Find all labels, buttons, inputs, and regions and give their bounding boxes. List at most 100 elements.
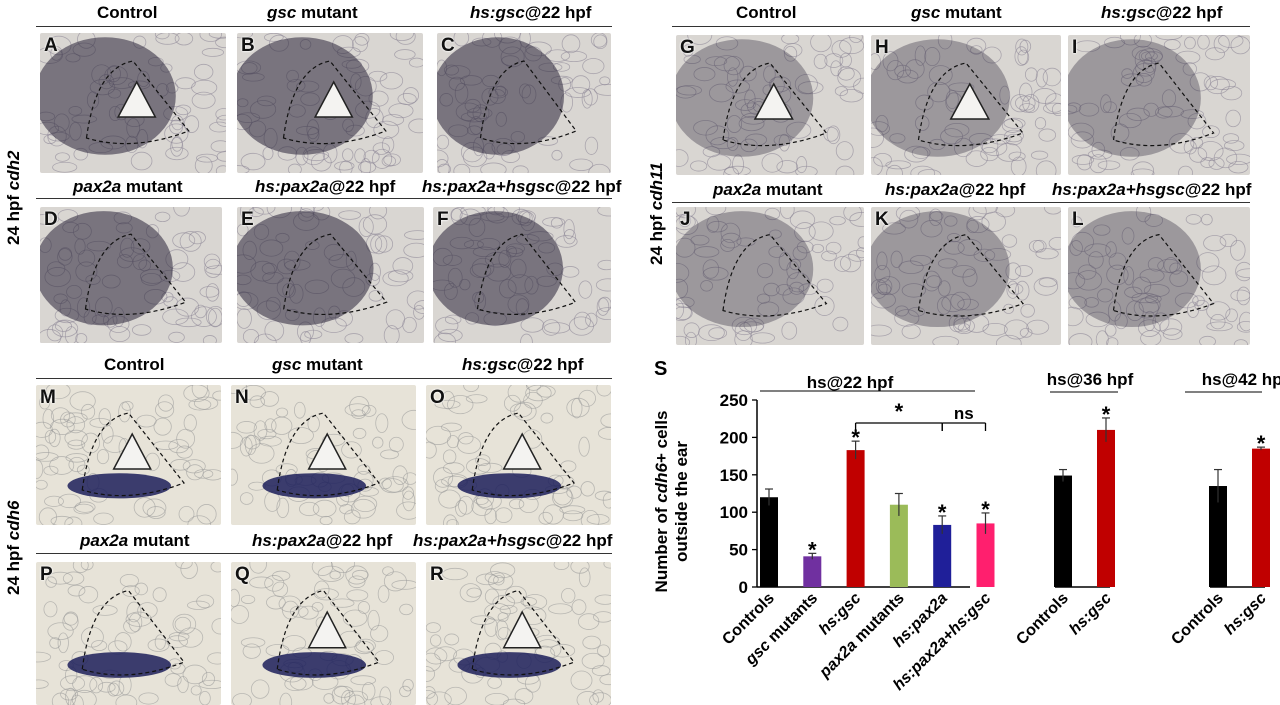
panel-letter-f: F bbox=[437, 209, 449, 230]
header-cdh6-hspax2a-hsgsc: hs:pax2a+hsgsc@22 hpf bbox=[413, 531, 613, 550]
significance-star: * bbox=[851, 425, 860, 450]
panel-letter-e: E bbox=[241, 209, 254, 230]
panel-letter-o: O bbox=[430, 387, 445, 408]
bar bbox=[976, 523, 995, 587]
micrograph-panel-e: E bbox=[237, 207, 424, 343]
tissue-image bbox=[36, 385, 221, 525]
header-cdh6-control: Control bbox=[104, 355, 165, 374]
cdh11-row-label: 24 hpf cdh11 bbox=[647, 162, 666, 265]
tissue-image bbox=[433, 207, 611, 343]
group-title-2: hs@36 hpf bbox=[1047, 370, 1134, 389]
header-cdh11-control: Control bbox=[736, 3, 797, 22]
significance-star: * bbox=[938, 500, 947, 525]
micrograph-panel-l: L bbox=[1068, 207, 1250, 345]
panel-letter-p: P bbox=[40, 564, 53, 585]
group-title-3: hs@42 hpf bbox=[1202, 370, 1280, 389]
panel-letter-q: Q bbox=[235, 564, 250, 585]
cdh2-top-rule bbox=[36, 26, 612, 27]
panel-letter-d: D bbox=[44, 209, 58, 230]
micrograph-panel-p: P bbox=[36, 562, 221, 705]
tissue-image bbox=[437, 33, 611, 173]
micrograph-panel-b: B bbox=[237, 33, 423, 173]
tissue-image bbox=[426, 562, 611, 705]
header-cdh11-pax2a-mutant: pax2a mutant bbox=[713, 180, 823, 199]
tissue-image bbox=[231, 562, 416, 705]
tissue-image bbox=[1068, 207, 1250, 345]
cdh6-top-rule bbox=[36, 378, 612, 379]
micrograph-panel-f: F bbox=[433, 207, 611, 343]
category-label: hs:gsc bbox=[1066, 590, 1115, 639]
cdh11-top-rule bbox=[672, 26, 1250, 27]
category-label: Controls bbox=[1168, 590, 1227, 649]
header-cdh6-hspax2a: hs:pax2a@22 hpf bbox=[252, 531, 393, 550]
tissue-image bbox=[237, 33, 423, 173]
cdh2-mid-rule bbox=[36, 198, 612, 199]
micrograph-panel-j: J bbox=[676, 207, 864, 345]
y-tick-label: 150 bbox=[720, 466, 748, 485]
significance-star: * bbox=[808, 537, 817, 562]
bar bbox=[846, 450, 865, 587]
tissue-image bbox=[676, 35, 864, 175]
micrograph-panel-o: O bbox=[426, 385, 611, 525]
bar bbox=[1209, 486, 1227, 587]
header-cdh6-pax2a-mutant: pax2a mutant bbox=[80, 531, 190, 550]
panel-letter-h: H bbox=[875, 37, 889, 58]
group-title-1: hs@22 hpf bbox=[807, 373, 894, 392]
micrograph-panel-i: I bbox=[1068, 35, 1250, 175]
micrograph-panel-q: Q bbox=[231, 562, 416, 705]
cdh11-mid-rule bbox=[672, 202, 1250, 203]
significance-star: * bbox=[981, 497, 990, 522]
panel-letter-j: J bbox=[680, 209, 691, 230]
header-cdh2-gsc-mutant: gsc mutant bbox=[267, 3, 358, 22]
panel-letter-g: G bbox=[680, 37, 695, 58]
header-cdh2-pax2a-mutant: pax2a mutant bbox=[73, 177, 183, 196]
micrograph-panel-k: K bbox=[871, 207, 1061, 345]
tissue-image bbox=[36, 562, 221, 705]
panel-letter-k: K bbox=[875, 209, 889, 230]
panel-letter-S: S bbox=[654, 358, 668, 380]
header-cdh2-control: Control bbox=[97, 3, 158, 22]
y-tick-label: 0 bbox=[739, 578, 748, 597]
header-cdh2-hspax2a-hsgsc: hs:pax2a+hsgsc@22 hpf bbox=[422, 177, 622, 196]
panel-letter-l: L bbox=[1072, 209, 1084, 230]
bar bbox=[1097, 429, 1115, 587]
micrograph-panel-r: R bbox=[426, 562, 611, 705]
cdh6-row-label: 24 hpf cdh6 bbox=[4, 500, 23, 595]
tissue-image bbox=[871, 35, 1061, 175]
panel-letter-n: N bbox=[235, 387, 249, 408]
micrograph-panel-d: D bbox=[40, 207, 222, 343]
header-cdh11-hsgsc: hs:gsc@22 hpf bbox=[1101, 3, 1223, 22]
panel-letter-m: M bbox=[40, 387, 56, 408]
cdh6-mid-rule bbox=[36, 553, 612, 554]
header-cdh11-hspax2a: hs:pax2a@22 hpf bbox=[885, 180, 1026, 199]
category-label: hs:gsc bbox=[1221, 590, 1270, 639]
bar bbox=[803, 556, 822, 587]
y-tick-label: 50 bbox=[729, 541, 748, 560]
panel-letter-i: I bbox=[1072, 37, 1078, 58]
bar bbox=[760, 497, 778, 587]
header-cdh2-hspax2a: hs:pax2a@22 hpf bbox=[255, 177, 396, 196]
header-cdh11-hspax2a-hsgsc: hs:pax2a+hsgsc@22 hpf bbox=[1052, 180, 1252, 199]
y-axis-label-line1: Number of cdh6+ cells bbox=[652, 411, 671, 593]
cdh2-row-label: 24 hpf cdh2 bbox=[4, 150, 23, 245]
bar bbox=[933, 524, 952, 587]
header-cdh11-gsc-mutant: gsc mutant bbox=[911, 3, 1002, 22]
panel-letter-r: R bbox=[430, 564, 444, 585]
tissue-image bbox=[231, 385, 416, 525]
micrograph-panel-c: C bbox=[437, 33, 611, 173]
y-axis-label-line2: outside the ear bbox=[672, 441, 691, 562]
tissue-image bbox=[426, 385, 611, 525]
micrograph-panel-m: M bbox=[36, 385, 221, 525]
tissue-image bbox=[237, 207, 424, 343]
header-cdh6-gsc-mutant: gsc mutant bbox=[272, 355, 363, 374]
y-tick-label: 250 bbox=[720, 391, 748, 410]
micrograph-panel-a: A bbox=[40, 33, 226, 173]
y-tick-label: 200 bbox=[720, 428, 748, 447]
micrograph-panel-n: N bbox=[231, 385, 416, 525]
tissue-image bbox=[1068, 35, 1250, 175]
micrograph-panel-g: G bbox=[676, 35, 864, 175]
bar bbox=[889, 504, 908, 587]
tissue-image bbox=[871, 207, 1061, 345]
bar bbox=[1054, 475, 1072, 587]
panel-letter-c: C bbox=[441, 35, 455, 56]
